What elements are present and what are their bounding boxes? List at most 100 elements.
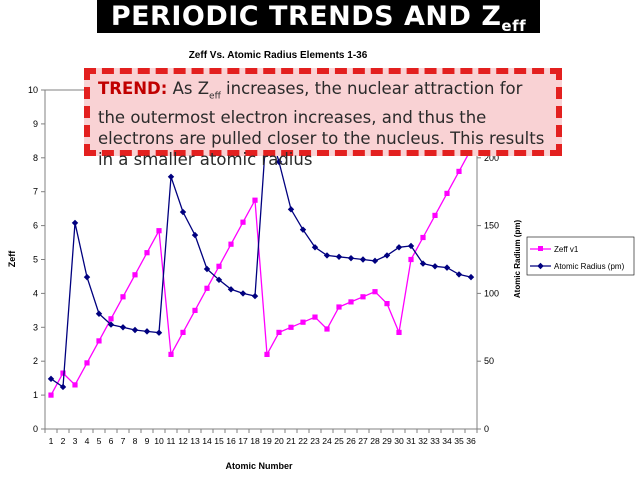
radius-point — [347, 254, 355, 262]
x-tick-label: 26 — [346, 436, 356, 446]
y2-tick-label: 50 — [484, 356, 494, 366]
x-tick-label: 5 — [97, 436, 102, 446]
y-axis-label: Zeff — [7, 250, 17, 268]
radius-point — [335, 253, 343, 260]
zeff-point — [396, 329, 402, 335]
slide-title: PERIODIC TRENDS AND Zeff — [97, 0, 540, 35]
zeff-point — [108, 316, 114, 322]
radius-point — [323, 252, 331, 259]
zeff-point — [288, 324, 294, 330]
zeff-point — [336, 304, 342, 310]
zeff-point — [348, 299, 354, 305]
x-tick-label: 19 — [262, 436, 272, 446]
y-tick-label: 9 — [33, 119, 38, 129]
x-tick-label: 4 — [85, 436, 90, 446]
x-tick-label: 35 — [454, 436, 464, 446]
zeff-point — [60, 370, 66, 376]
zeff-point — [360, 294, 366, 300]
zeff-point — [204, 285, 210, 291]
y2-tick-label: 200 — [484, 153, 499, 163]
legend-label-zeff: Zeff v1 — [554, 245, 579, 254]
x-tick-label: 15 — [214, 436, 224, 446]
zeff-point — [300, 319, 306, 325]
x-tick-label: 2 — [61, 436, 66, 446]
zeff-point — [156, 228, 162, 234]
radius-point — [179, 208, 187, 216]
zeff-point — [444, 190, 450, 196]
zeff-point — [240, 219, 246, 225]
radius-point — [431, 263, 439, 270]
x-tick-label: 27 — [358, 436, 368, 446]
y-tick-label: 8 — [33, 153, 38, 163]
x-tick-label: 6 — [109, 436, 114, 446]
chart-title: Zeff Vs. Atomic Radius Elements 1-36 — [189, 50, 368, 61]
slide-title-sub: eff — [501, 17, 527, 35]
radius-point — [275, 158, 283, 166]
zeff-point — [132, 272, 138, 278]
zeff-point — [372, 289, 378, 295]
radius-point — [287, 206, 295, 213]
y-tick-label: 0 — [33, 424, 38, 434]
zeff-point — [276, 329, 282, 335]
zeff-point — [456, 168, 462, 174]
x-tick-label: 34 — [442, 436, 452, 446]
y-tick-label: 4 — [33, 288, 38, 298]
radius-point — [131, 326, 139, 334]
radius-point — [203, 265, 211, 273]
zeff-point — [120, 294, 126, 300]
x-tick-label: 13 — [190, 436, 200, 446]
y2-tick-label: 0 — [484, 424, 489, 434]
radius-point — [143, 328, 151, 335]
legend: Zeff v1 Atomic Radius (pm) — [526, 236, 635, 276]
radius-point — [371, 257, 379, 265]
radius-point — [155, 329, 163, 336]
zeff-point — [420, 234, 426, 241]
radius-point — [227, 286, 235, 293]
zeff-point — [192, 307, 198, 313]
x-tick-label: 32 — [418, 436, 428, 446]
zeff-point — [48, 392, 54, 398]
radius-point — [191, 231, 199, 239]
zeff-point — [408, 256, 414, 263]
x-tick-label: 23 — [310, 436, 320, 446]
x-tick-label: 21 — [286, 436, 296, 446]
x-tick-label: 28 — [370, 436, 380, 446]
legend-box — [526, 236, 635, 276]
y2-tick-label: 100 — [484, 288, 499, 298]
radius-point — [467, 273, 475, 281]
zeff-point — [168, 351, 174, 357]
zeff-point — [432, 212, 438, 218]
zeff-point — [84, 360, 90, 366]
y-tick-label: 6 — [33, 221, 38, 231]
x-tick-label: 12 — [178, 436, 188, 446]
y-tick-label: 5 — [33, 255, 38, 265]
radius-point — [395, 244, 403, 251]
y2-axis-label: Atomic Radium (pm) — [513, 220, 522, 299]
y-tick-label: 1 — [33, 390, 38, 400]
x-tick-label: 3 — [73, 436, 78, 446]
radius-point — [167, 173, 175, 180]
x-tick-label: 18 — [250, 436, 260, 446]
zeff-point — [252, 197, 258, 203]
radius-point — [311, 244, 319, 251]
x-tick-label: 36 — [466, 436, 476, 446]
zeff-point — [216, 263, 222, 269]
radius-point — [407, 242, 415, 250]
x-tick-label: 1 — [49, 436, 54, 446]
x-tick-label: 30 — [394, 436, 404, 446]
x-axis-label: Atomic Number — [225, 461, 293, 471]
callout-text-before: As Z — [167, 79, 210, 98]
zeff-point — [96, 338, 102, 344]
callout-text-sub: eff — [209, 91, 221, 102]
radius-point — [215, 276, 223, 284]
x-tick-label: 33 — [430, 436, 440, 446]
radius-point — [251, 292, 259, 300]
radius-point — [95, 310, 103, 317]
x-tick-label: 16 — [226, 436, 236, 446]
radius-point — [83, 273, 91, 281]
zeff-point — [312, 314, 318, 320]
zeff-point — [144, 250, 150, 256]
x-tick-label: 20 — [274, 436, 284, 446]
zeff-point — [180, 329, 186, 335]
x-tick-label: 10 — [154, 436, 164, 446]
